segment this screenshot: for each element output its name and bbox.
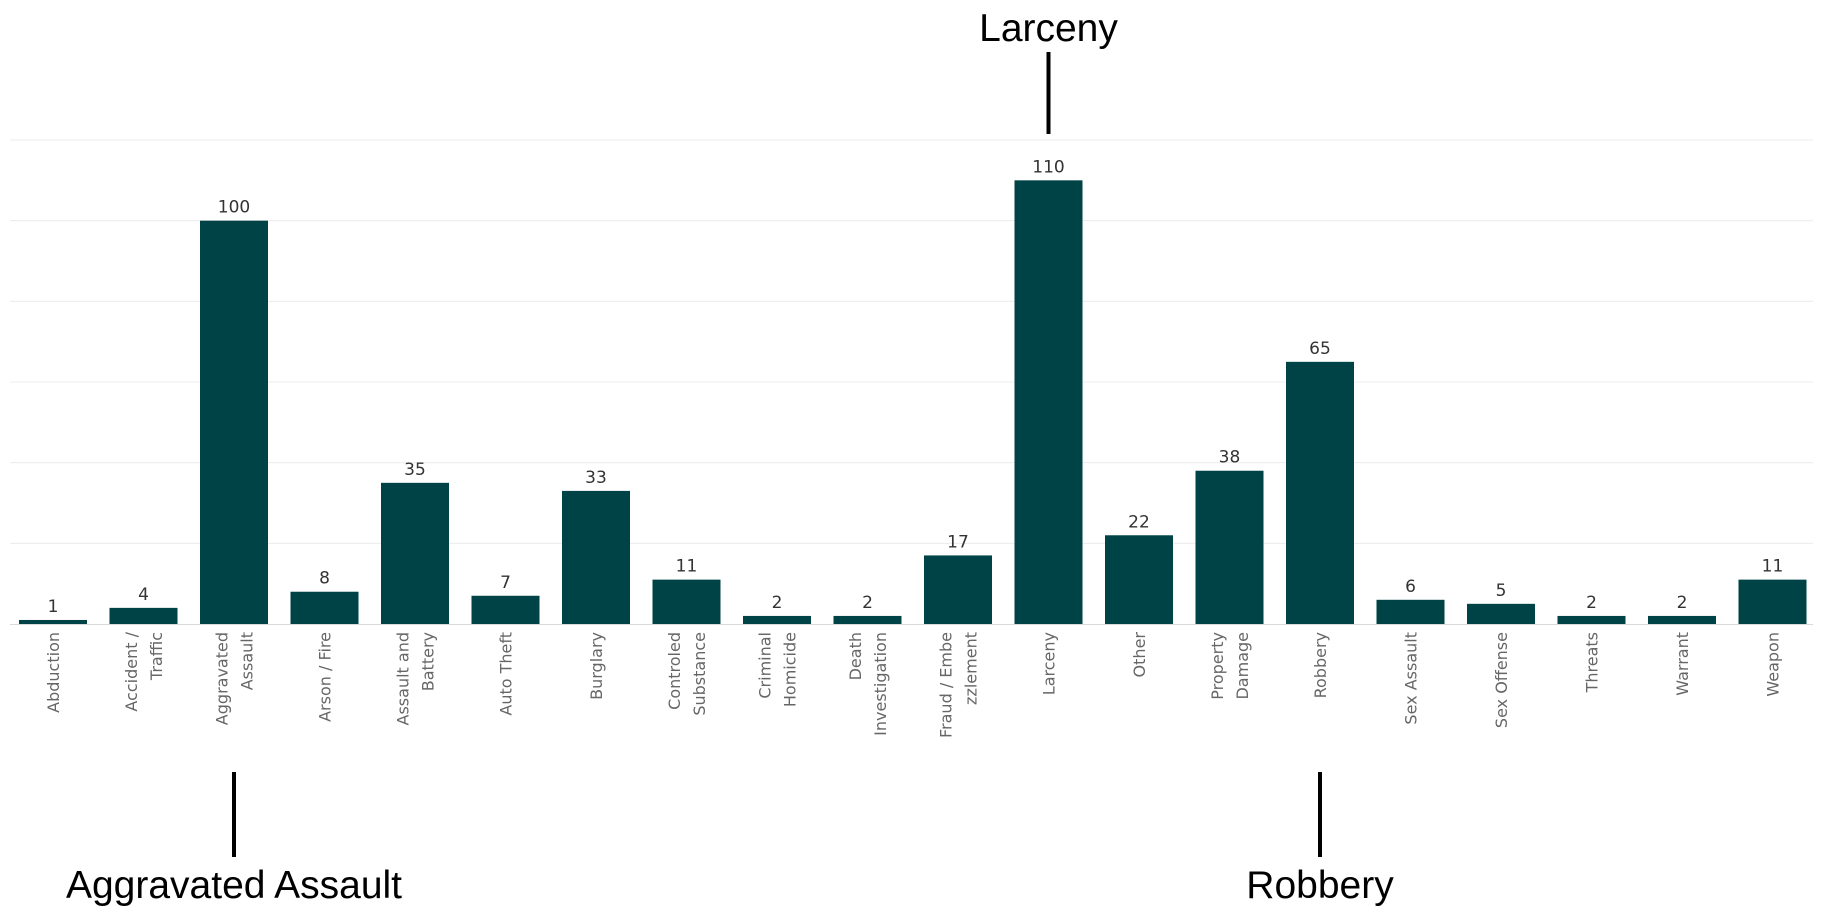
category-label-line: Battery [419,632,438,691]
category-label-line: Controled [665,632,684,710]
category-label: Abduction [44,632,63,713]
category-label-line: Death [846,632,865,680]
bar [1376,599,1445,624]
annotation-label: Robbery [1246,864,1394,907]
bar [1286,361,1354,624]
value-label: 38 [1219,448,1241,468]
category-label: Larceny [1040,632,1059,695]
category-label-line: Traffic [147,632,166,681]
value-label: 1 [48,597,59,617]
category-label-line: Homicide [781,632,800,707]
category-label: Aggravated Assault [213,632,257,725]
bar [1557,615,1626,624]
bar [1648,615,1716,624]
bar [1105,535,1173,624]
annotations: Larceny Aggravated Assault Robbery [66,7,1394,907]
bar [1195,470,1264,624]
category-label: Accident / Traffic [122,631,166,711]
bar [109,607,178,624]
value-label: 5 [1496,581,1507,601]
bar [562,490,630,624]
category-label-line: Other [1130,632,1149,678]
bar [19,619,87,624]
category-label: Other [1130,632,1149,678]
value-label: 33 [585,468,607,488]
bar [924,555,992,624]
gridlines [10,139,1813,544]
category-label-line: Assault and [394,632,413,725]
category-label-line: Burglary [587,632,606,700]
bar [833,615,902,624]
value-label: 2 [862,593,873,613]
bar [290,591,359,624]
category-label-line: Sex Offense [1492,632,1511,728]
category-label: Criminal Homicide [756,632,800,707]
category-label-line: Substance [690,632,709,716]
category-label: Auto Theft [497,632,516,716]
category-label-line: Damage [1233,632,1252,700]
bar [652,579,721,624]
value-label: 4 [138,585,149,605]
bar [1738,579,1807,624]
category-label: Death Investigation [846,632,890,736]
value-label: 17 [947,532,969,552]
value-label: 6 [1405,577,1416,597]
bars [19,180,1807,625]
category-label: Threats [1583,632,1602,693]
category-label-line: Assault [238,632,257,690]
value-label: 2 [1586,593,1597,613]
value-label: 11 [676,557,698,577]
bar [1467,603,1535,624]
category-labels: Abduction Accident / Traffic Aggravated Assa… [44,631,1783,738]
category-label-line: Larceny [1040,632,1059,695]
value-label: 8 [319,569,330,589]
value-label: 110 [1032,157,1064,177]
category-label-line: Criminal [756,632,775,699]
value-label: 100 [218,198,250,218]
category-label: Property Damage [1208,632,1252,700]
value-label: 2 [772,593,783,613]
category-label-line: Sex Assault [1402,632,1421,725]
value-label: 65 [1309,339,1331,359]
value-label: 11 [1762,557,1784,577]
category-label: Sex Offense [1492,632,1511,728]
bar [471,595,540,624]
category-label: Assault and Battery [394,632,438,725]
category-label-line: Auto Theft [497,632,516,716]
bar [743,615,811,624]
bar [1014,180,1083,625]
category-label-line: Abduction [44,632,63,713]
category-label-line: Threats [1583,632,1602,693]
value-label: 35 [404,460,426,480]
category-label: Controled Substance [665,632,709,716]
value-label: 22 [1128,512,1150,532]
bar [200,220,268,624]
annotation-label: Aggravated Assault [66,864,402,907]
category-label-line: Investigation [871,632,890,736]
category-label-line: Arson / Fire [316,632,335,722]
category-label-line: Aggravated [213,632,232,725]
bar [381,482,449,624]
category-label: Burglary [587,632,606,700]
category-label-line: Warrant [1673,632,1692,696]
category-label: Sex Assault [1402,632,1421,725]
category-label: Arson / Fire [316,632,335,722]
category-label: Weapon [1764,632,1783,697]
category-label: Robbery [1311,632,1330,698]
value-label: 2 [1677,593,1688,613]
category-label-line: Accident / [122,631,141,711]
annotation-label: Larceny [979,7,1118,50]
category-label-line: Property [1208,632,1227,700]
category-label-line: Fraud / Embe [937,632,956,738]
category-label: Warrant [1673,632,1692,696]
category-label-line: Robbery [1311,632,1330,698]
category-label-line: zzlement [962,632,981,705]
value-label: 7 [500,573,511,593]
category-label-line: Weapon [1764,632,1783,697]
category-label: Fraud / Embe zzlement [937,632,981,738]
